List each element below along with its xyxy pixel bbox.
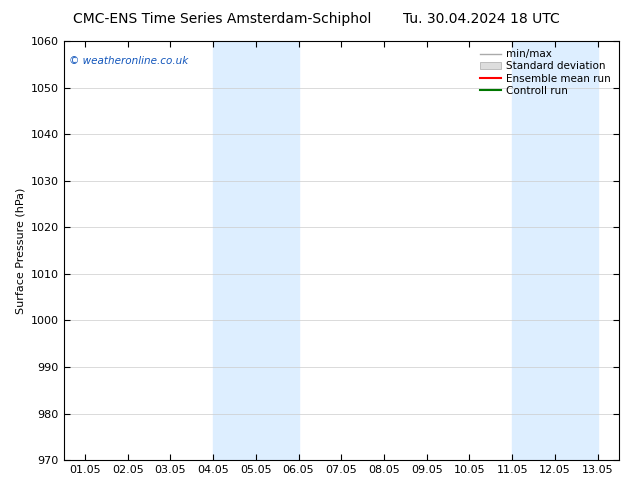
Bar xyxy=(213,41,299,460)
Legend: min/max, Standard deviation, Ensemble mean run, Controll run: min/max, Standard deviation, Ensemble me… xyxy=(477,46,614,99)
Text: CMC-ENS Time Series Amsterdam-Schiphol: CMC-ENS Time Series Amsterdam-Schiphol xyxy=(73,12,371,26)
Y-axis label: Surface Pressure (hPa): Surface Pressure (hPa) xyxy=(15,187,25,314)
Text: Tu. 30.04.2024 18 UTC: Tu. 30.04.2024 18 UTC xyxy=(403,12,560,26)
Text: © weatheronline.co.uk: © weatheronline.co.uk xyxy=(69,56,188,66)
Bar xyxy=(512,41,598,460)
